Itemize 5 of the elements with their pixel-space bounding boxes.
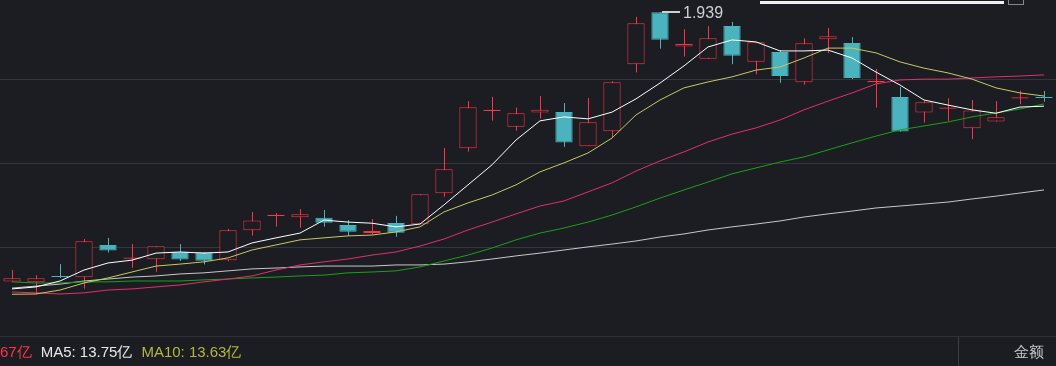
- annotation: 1.939: [683, 3, 724, 21]
- text: 金额: [958, 337, 1056, 366]
- text: MA5: 13.75亿: [40, 343, 133, 362]
- text: MA10: 13.63亿: [141, 343, 242, 362]
- text: 67亿: [0, 343, 32, 362]
